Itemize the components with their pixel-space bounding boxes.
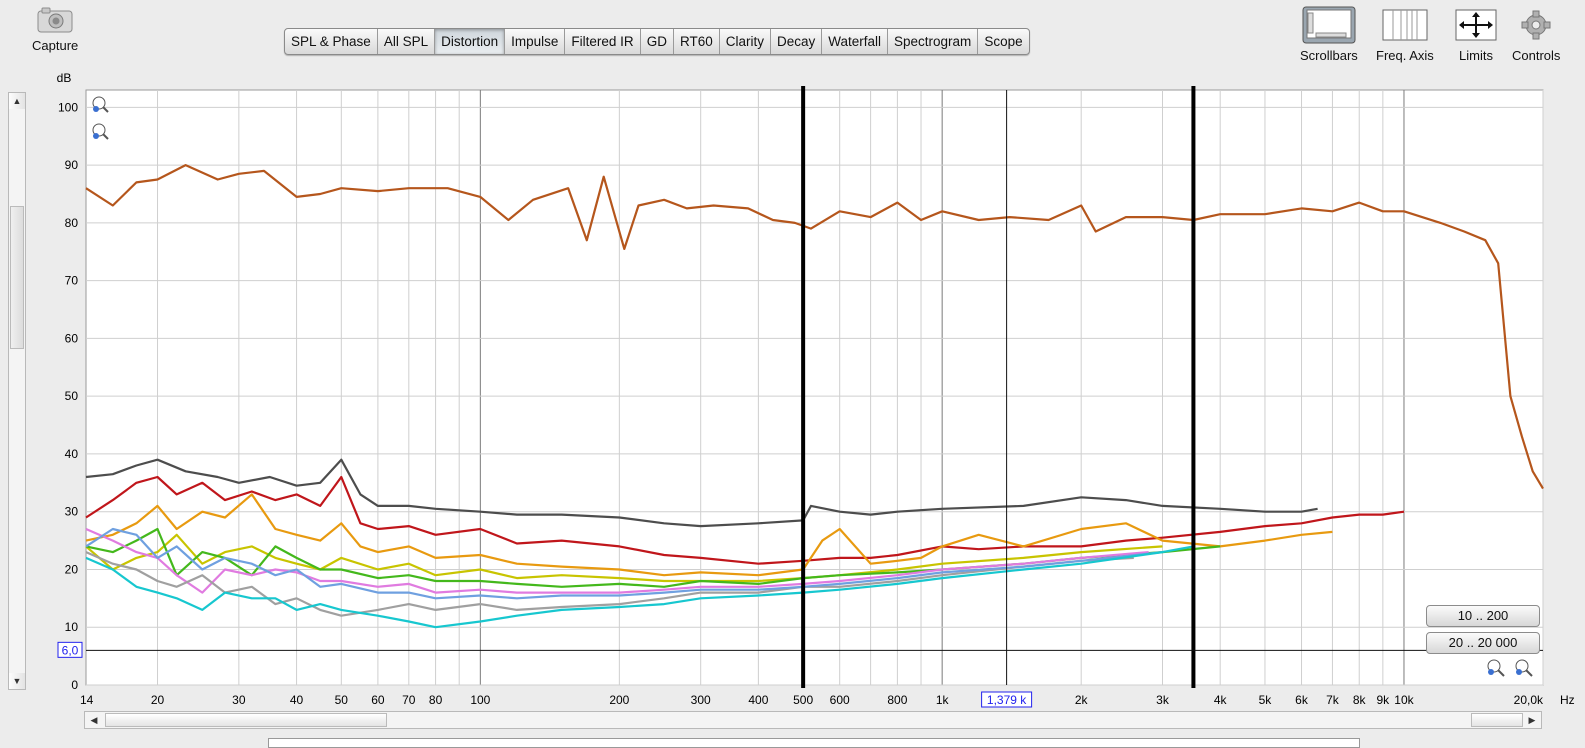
scrollbars-label: Scrollbars <box>1300 48 1358 63</box>
y-tick-label: 80 <box>65 216 79 230</box>
horizontal-scroll-thumb[interactable] <box>105 713 387 727</box>
x-tick-label: 7k <box>1326 693 1340 707</box>
tab-gd[interactable]: GD <box>641 29 674 54</box>
scroll-left-arrow-icon[interactable]: ◀ <box>90 715 98 725</box>
capture-label: Capture <box>32 38 79 53</box>
limits-label: Limits <box>1459 48 1493 63</box>
capture-button[interactable]: Capture <box>32 6 78 53</box>
y-tick-label: 60 <box>65 331 79 345</box>
series-line-6 <box>85 527 1221 588</box>
series-line-7 <box>85 527 1149 594</box>
x-tick-label: 800 <box>887 693 907 707</box>
x-tick-label: 8k <box>1353 693 1367 707</box>
scrollbars-button[interactable]: Scrollbars <box>1300 6 1358 63</box>
x-tick-label: 20,0k <box>1514 693 1544 707</box>
x-tick-label: 14 <box>80 693 94 707</box>
x-tick-label: 40 <box>290 693 304 707</box>
x-tick-label: 5k <box>1259 693 1273 707</box>
vertical-scroll-thumb[interactable] <box>10 206 24 349</box>
y-tick-label: 50 <box>65 389 79 403</box>
bottom-panel-edge <box>268 738 1360 748</box>
zoom-in-icon[interactable] <box>92 96 109 113</box>
series-line-9 <box>85 527 1163 600</box>
freq-axis-icon <box>1382 9 1428 41</box>
series-line-4 <box>85 493 1333 577</box>
series-line-2 <box>85 458 1318 528</box>
gear-icon <box>1521 10 1551 40</box>
y-tick-label: 70 <box>65 274 79 288</box>
series-line-3 <box>85 475 1405 565</box>
preset-20-20000-button[interactable]: 20 .. 20 000 <box>1426 632 1540 654</box>
tab-distortion[interactable]: Distortion <box>435 29 506 54</box>
camera-icon <box>37 7 73 33</box>
distortion-chart[interactable]: dB 0 10 20 30 40 50 60 70 80 90 100 14 20 30 40 50 60 70… <box>0 0 1585 712</box>
y-tick-label: 0 <box>71 678 78 692</box>
series-line-1 <box>85 164 1544 490</box>
tab-waterfall[interactable]: Waterfall <box>822 29 889 54</box>
x-tick-label: 200 <box>609 693 629 707</box>
graph-tabs: SPL & Phase All SPL Distortion Impulse Filte… <box>284 28 1030 55</box>
x-tick-label: 6k <box>1295 693 1309 707</box>
tab-impulse[interactable]: Impulse <box>505 29 566 54</box>
y-tick-label: 20 <box>65 562 79 576</box>
x-tick-label: 9k <box>1377 693 1391 707</box>
zoom-out-icon[interactable] <box>92 123 109 140</box>
y-tick-label: 10 <box>65 620 79 634</box>
y-tick-label: 100 <box>58 100 78 114</box>
x-tick-label: 600 <box>830 693 850 707</box>
x-tick-label: 50 <box>335 693 349 707</box>
scroll-right-arrow-icon[interactable]: ▶ <box>1528 715 1536 725</box>
cursor-x-readout: 1,379 k <box>987 693 1027 707</box>
x-tick-label: 3k <box>1156 693 1170 707</box>
horizontal-scrollbar[interactable]: ◀ ▶ <box>84 711 1542 729</box>
y-axis-unit: dB <box>57 71 72 85</box>
scroll-up-arrow-icon[interactable]: ▲ <box>9 93 25 109</box>
controls-label: Controls <box>1512 48 1561 63</box>
horizontal-scroll-thumb-right[interactable] <box>1471 713 1523 727</box>
x-tick-label: 400 <box>748 693 768 707</box>
x-tick-label: 4k <box>1214 693 1228 707</box>
cursor-x-box <box>981 691 1033 708</box>
x-tick-label: 2k <box>1075 693 1089 707</box>
limits-arrows-icon <box>1455 9 1497 41</box>
cursor-y-box <box>57 641 83 658</box>
y-tick-label: 40 <box>65 447 79 461</box>
x-tick-label: 20 <box>151 693 165 707</box>
x-tick-label: 100 <box>470 693 490 707</box>
limits-button[interactable]: Limits <box>1453 6 1499 63</box>
x-axis-unit: Hz <box>1560 693 1575 707</box>
zoom-in-x-icon[interactable] <box>1514 658 1534 678</box>
x-tick-label: 500 <box>793 693 813 707</box>
tab-spectrogram[interactable]: Spectrogram <box>888 29 979 54</box>
vertical-scrollbar[interactable]: ▲ ▼ <box>8 92 26 690</box>
x-tick-label: 80 <box>429 693 443 707</box>
tab-scope[interactable]: Scope <box>984 34 1023 49</box>
zoom-out-x-icon[interactable] <box>1486 658 1506 678</box>
freq-axis-label: Freq. Axis <box>1376 48 1434 63</box>
controls-button[interactable]: Controls <box>1512 6 1560 63</box>
x-tick-label: 10k <box>1394 693 1414 707</box>
tab-spl-phase[interactable]: SPL & Phase <box>285 29 378 54</box>
scroll-down-arrow-icon[interactable]: ▼ <box>9 673 25 689</box>
tab-rt60[interactable]: RT60 <box>674 29 720 54</box>
y-tick-label: 90 <box>65 158 79 172</box>
tab-all-spl[interactable]: All SPL <box>378 29 436 54</box>
tab-decay[interactable]: Decay <box>771 29 823 54</box>
y-tick-label: 30 <box>65 505 79 519</box>
scrollbars-icon <box>1302 6 1356 44</box>
x-tick-label: 1k <box>936 693 950 707</box>
preset-10-200-button[interactable]: 10 .. 200 <box>1426 605 1540 627</box>
cursor-y-readout: 6,0 <box>62 643 79 657</box>
x-tick-label: 30 <box>232 693 246 707</box>
x-tick-label: 60 <box>371 693 385 707</box>
x-tick-label: 300 <box>691 693 711 707</box>
series-line-8 <box>85 551 1134 617</box>
tab-clarity[interactable]: Clarity <box>720 29 771 54</box>
tab-filtered-ir[interactable]: Filtered IR <box>565 29 641 54</box>
freq-axis-button[interactable]: Freq. Axis <box>1376 6 1434 63</box>
series-line-10 <box>85 545 1194 629</box>
x-tick-label: 70 <box>402 693 416 707</box>
